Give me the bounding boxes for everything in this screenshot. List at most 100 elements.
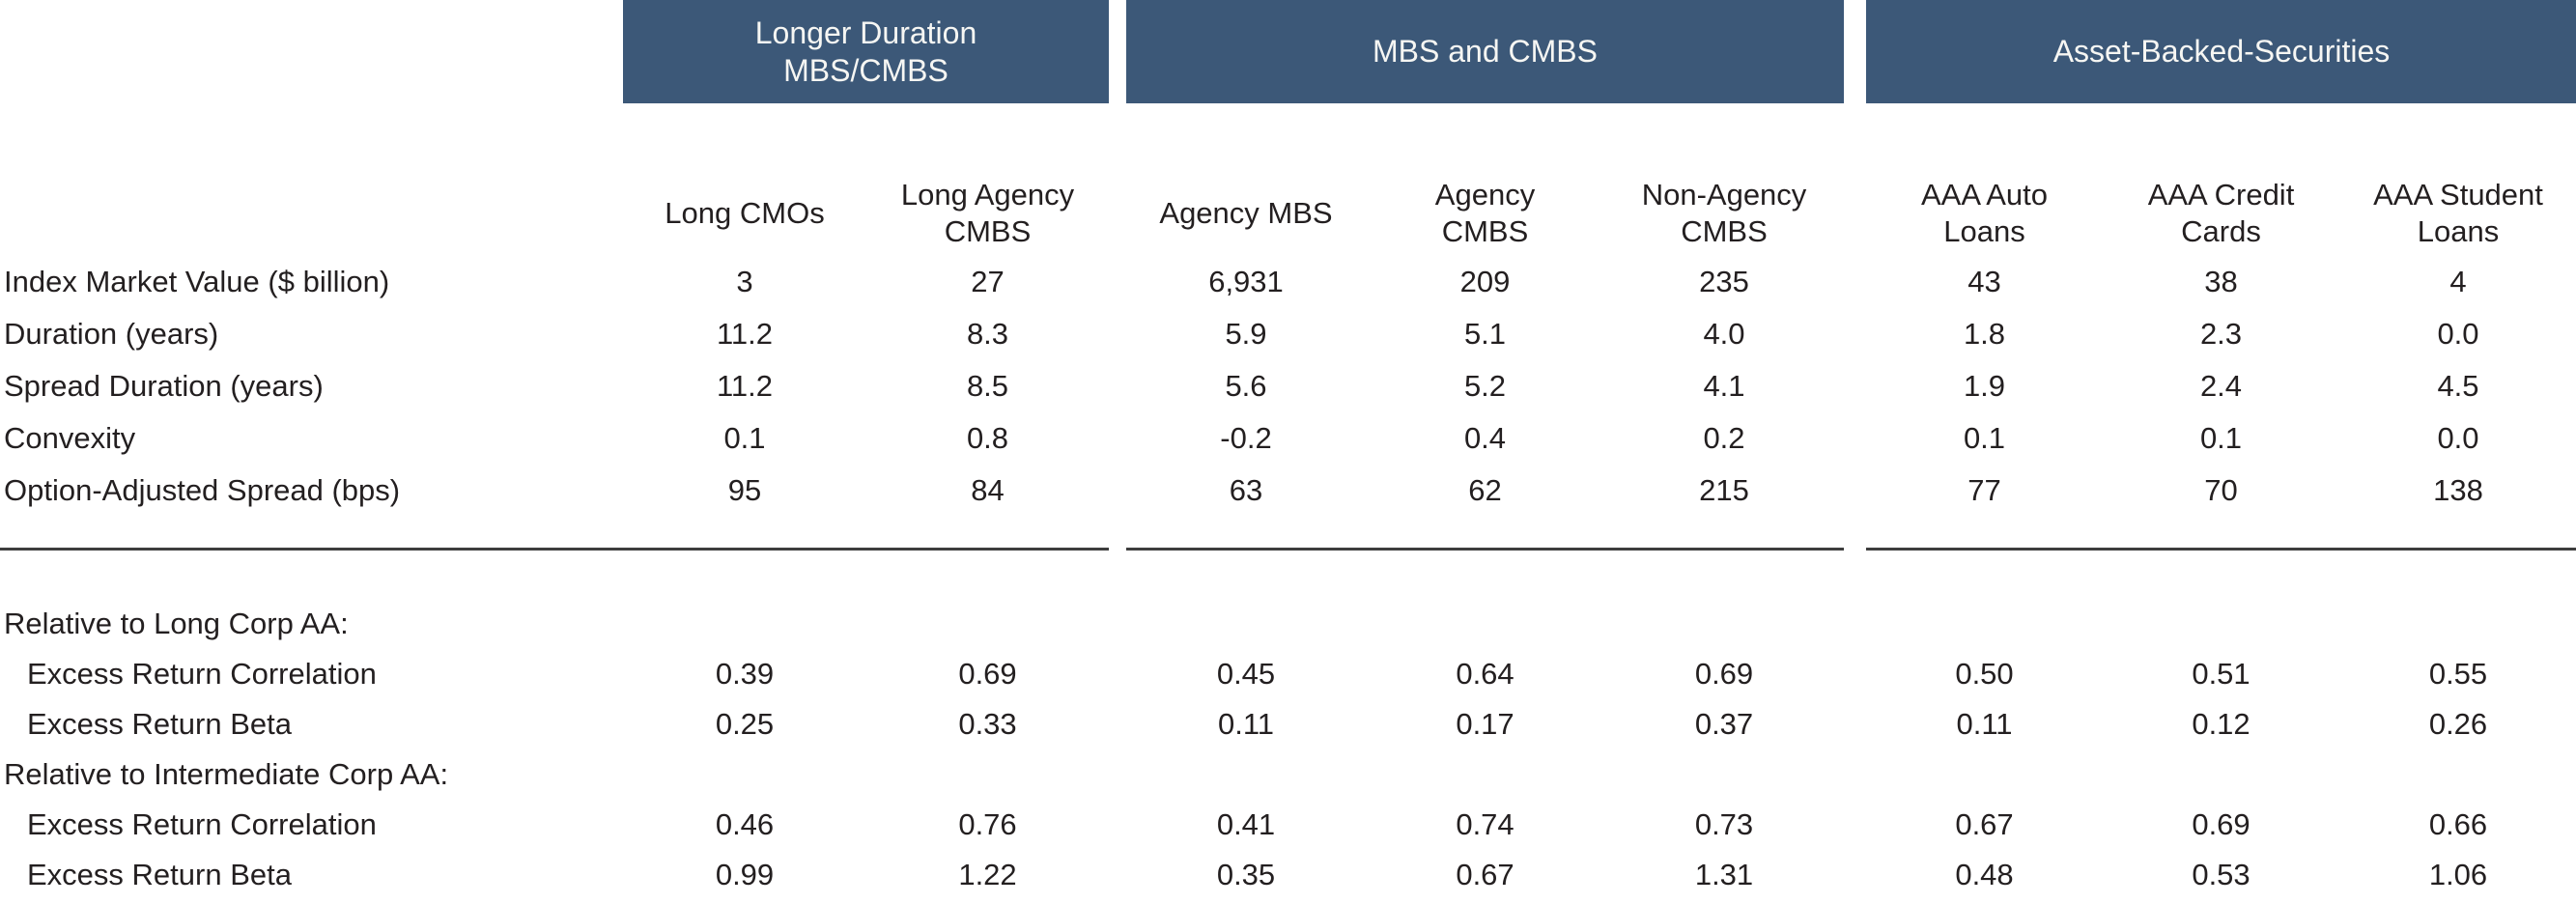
column-header-row: Long CMOs Long Agency CMBS Agency MBS Ag… xyxy=(0,103,2576,256)
data-cell: 8.3 xyxy=(966,317,1009,351)
group-header-asset-backed-securities: Asset-Backed-Securities xyxy=(1866,0,2576,103)
data-cell: 2.3 xyxy=(2199,317,2243,351)
table-row: Option-Adjusted Spread (bps) 95 84 63 62 215 7… xyxy=(0,465,2576,517)
data-cell: 0.51 xyxy=(2192,657,2250,691)
table-row: Excess Return Correlation 0.39 0.69 0.45 0.6… xyxy=(0,649,2576,699)
row-label: Duration (years) xyxy=(4,317,219,351)
separator-row xyxy=(0,517,2576,599)
data-cell: 6,931 xyxy=(1208,265,1284,298)
data-cell: 0.53 xyxy=(2192,858,2250,891)
data-cell: 0.0 xyxy=(2437,421,2479,455)
data-cell: 0.69 xyxy=(2192,807,2250,841)
data-cell: 0.66 xyxy=(2428,807,2488,841)
data-cell: 11.2 xyxy=(716,369,774,403)
separator-line-asset-backed-securities xyxy=(1866,548,2576,551)
separator-line-labels-and-longer-duration xyxy=(0,548,1109,551)
column-header-aaa-student-loans: AAA Student Loans xyxy=(2373,178,2543,248)
data-cell: 3 xyxy=(736,265,753,298)
data-cell: 0.74 xyxy=(1456,807,1514,841)
row-label: Relative to Intermediate Corp AA: xyxy=(4,757,449,791)
data-cell: 2.4 xyxy=(2199,369,2243,403)
data-cell: 0.69 xyxy=(958,657,1017,691)
data-cell: 0.46 xyxy=(715,807,775,841)
row-label: Excess Return Beta xyxy=(27,858,292,891)
data-cell: 63 xyxy=(1229,473,1263,507)
row-label: Index Market Value ($ billion) xyxy=(4,265,390,298)
column-header-agency-cmbs: Agency CMBS xyxy=(1434,178,1536,248)
data-cell: 0.99 xyxy=(715,858,775,891)
data-cell: 4.5 xyxy=(2437,369,2479,403)
data-cell: 0.64 xyxy=(1456,657,1514,691)
data-cell: 0.55 xyxy=(2428,657,2488,691)
group-header-row: Longer Duration MBS/CMBS MBS and CMBS As… xyxy=(0,0,2576,103)
data-cell: 1.9 xyxy=(1963,369,2006,403)
data-cell: -0.2 xyxy=(1220,421,1272,455)
data-cell: 0.17 xyxy=(1456,707,1514,741)
data-cell: 27 xyxy=(971,265,1005,298)
data-cell: 0.11 xyxy=(1217,707,1275,741)
column-header-agency-mbs: Agency MBS xyxy=(1159,196,1333,230)
data-cell: 77 xyxy=(1967,473,2001,507)
column-header-non-agency-cmbs: Non-Agency CMBS xyxy=(1641,178,1807,248)
data-cell: 5.1 xyxy=(1463,317,1507,351)
data-cell: 0.76 xyxy=(958,807,1017,841)
data-cell: 0.50 xyxy=(1955,657,2014,691)
row-label: Excess Return Beta xyxy=(27,707,292,741)
group-header-mbs-and-cmbs: MBS and CMBS xyxy=(1126,0,1844,103)
relative-to-corporates-section: Relative to Long Corp AA: Excess Return C… xyxy=(0,599,2576,900)
data-cell: 0.73 xyxy=(1694,807,1754,841)
data-cell: 0.2 xyxy=(1703,421,1745,455)
data-cell: 0.35 xyxy=(1216,858,1276,891)
data-cell: 0.67 xyxy=(1456,858,1514,891)
data-cell: 0.4 xyxy=(1463,421,1507,455)
table-row: Excess Return Beta 0.25 0.33 0.11 0.17 0.37 0.… xyxy=(0,699,2576,749)
table-row: Excess Return Correlation 0.46 0.76 0.41 0.7… xyxy=(0,800,2576,850)
data-cell: 235 xyxy=(1699,265,1749,298)
data-cell: 0.41 xyxy=(1216,807,1276,841)
table-row: Relative to Intermediate Corp AA: xyxy=(0,749,2576,800)
data-cell: 138 xyxy=(2433,473,2483,507)
table-row: Convexity 0.1 0.8 -0.2 0.4 0.2 0.1 0.1 0.0 xyxy=(0,412,2576,465)
data-cell: 209 xyxy=(1459,265,1511,298)
data-cell: 0.67 xyxy=(1955,807,2014,841)
column-header-aaa-auto-loans: AAA Auto Loans xyxy=(1921,178,2048,248)
index-statistics-section: Index Market Value ($ billion) 3 27 6,931 20… xyxy=(0,256,2576,517)
data-cell: 0.1 xyxy=(2199,421,2243,455)
data-cell: 62 xyxy=(1468,473,1502,507)
table-row: Duration (years) 11.2 8.3 5.9 5.1 4.0 1.8 2.3 0.… xyxy=(0,308,2576,360)
data-cell: 4.0 xyxy=(1703,317,1745,351)
data-cell: 0.37 xyxy=(1694,707,1754,741)
data-cell: 0.25 xyxy=(715,707,775,741)
table-row: Index Market Value ($ billion) 3 27 6,931 20… xyxy=(0,256,2576,308)
table-row: Spread Duration (years) 11.2 8.5 5.6 5.2 4.1 1… xyxy=(0,360,2576,412)
row-label: Convexity xyxy=(4,421,136,455)
table-row: Relative to Long Corp AA: xyxy=(0,599,2576,649)
data-cell: 43 xyxy=(1967,265,2001,298)
column-header-long-cmos: Long CMOs xyxy=(665,196,825,230)
data-cell: 1.06 xyxy=(2428,858,2488,891)
column-header-long-agency-cmbs: Long Agency CMBS xyxy=(900,178,1075,248)
data-cell: 0.45 xyxy=(1216,657,1276,691)
data-cell: 1.8 xyxy=(1963,317,2006,351)
data-cell: 5.6 xyxy=(1225,369,1267,403)
data-cell: 70 xyxy=(2204,473,2238,507)
data-cell: 5.9 xyxy=(1225,317,1267,351)
row-label: Excess Return Correlation xyxy=(27,807,377,841)
data-cell: 215 xyxy=(1699,473,1749,507)
data-cell: 0.33 xyxy=(958,707,1017,741)
separator-line-mbs-and-cmbs xyxy=(1126,548,1844,551)
data-cell: 0.8 xyxy=(966,421,1009,455)
group-header-longer-duration-mbs-cmbs: Longer Duration MBS/CMBS xyxy=(623,0,1109,103)
row-label: Relative to Long Corp AA: xyxy=(4,607,349,640)
data-cell: 38 xyxy=(2204,265,2238,298)
data-cell: 11.2 xyxy=(716,317,774,351)
data-cell: 8.5 xyxy=(966,369,1009,403)
data-cell: 1.22 xyxy=(958,858,1017,891)
column-header-aaa-credit-cards: AAA Credit Cards xyxy=(2147,178,2295,248)
data-cell: 0.69 xyxy=(1694,657,1754,691)
data-cell: 0.1 xyxy=(1963,421,2006,455)
data-cell: 0.39 xyxy=(715,657,775,691)
data-cell: 0.12 xyxy=(2192,707,2250,741)
data-cell: 84 xyxy=(971,473,1005,507)
